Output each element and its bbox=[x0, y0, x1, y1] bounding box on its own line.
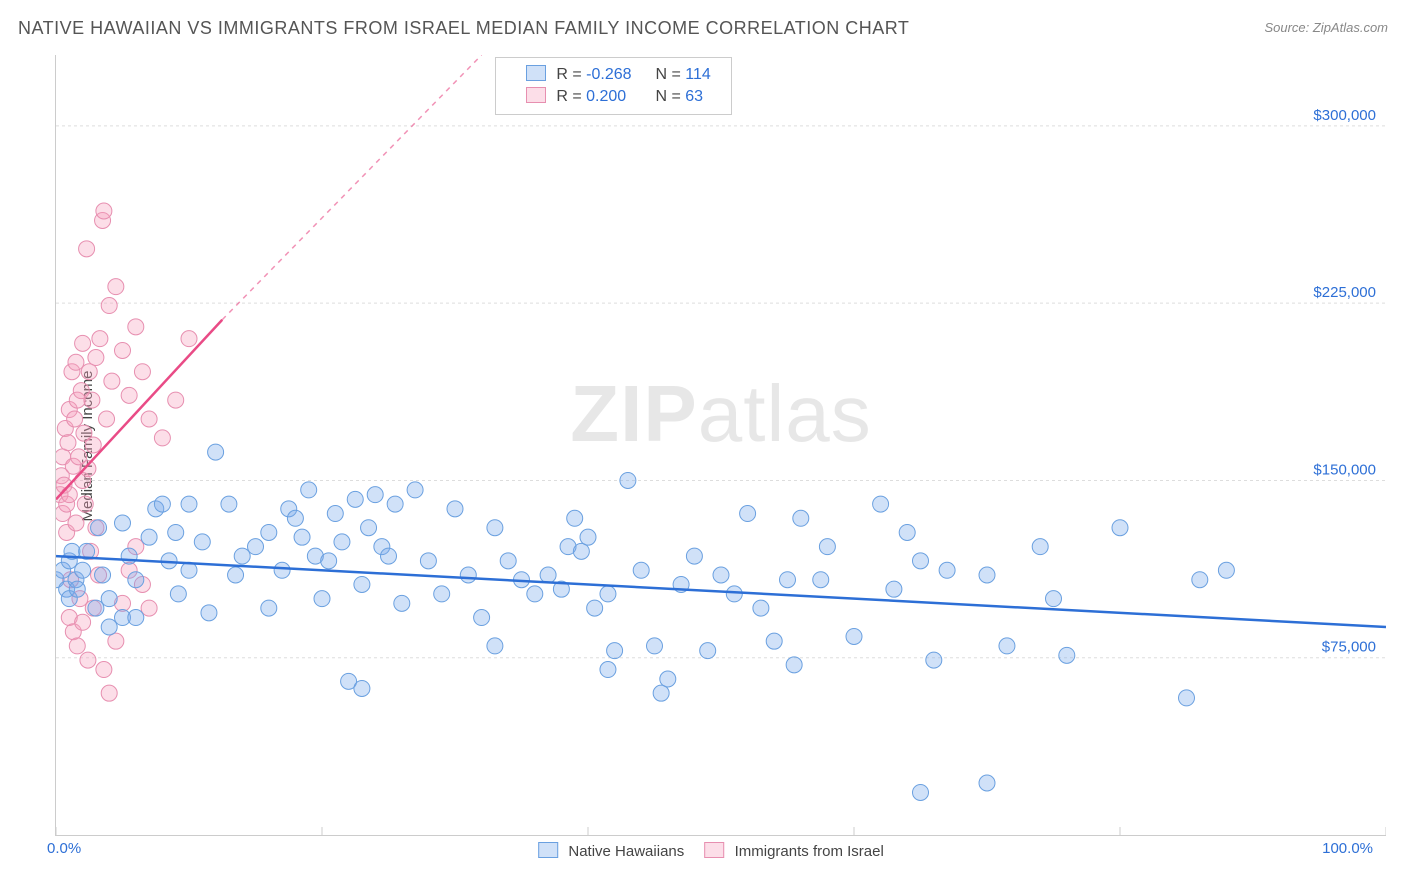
r-label-b: R = bbox=[556, 88, 581, 105]
legend-row-a: R = -0.268 N = 114 bbox=[510, 64, 717, 86]
chart-title: NATIVE HAWAIIAN VS IMMIGRANTS FROM ISRAE… bbox=[18, 18, 909, 38]
x-max-label: 100.0% bbox=[1322, 840, 1373, 857]
r-value-a: -0.268 bbox=[586, 64, 642, 86]
bottom-label-b: Immigrants from Israel bbox=[735, 843, 884, 860]
legend-swatch-a bbox=[526, 65, 546, 81]
r-label-a: R = bbox=[556, 66, 581, 83]
legend-row-b: R = 0.200 N = 63 bbox=[510, 86, 717, 108]
svg-text:$75,000: $75,000 bbox=[1322, 639, 1376, 656]
correlation-legend: R = -0.268 N = 114 R = 0.200 N = 63 bbox=[495, 57, 732, 115]
legend-swatch-b bbox=[526, 87, 546, 103]
svg-text:$150,000: $150,000 bbox=[1313, 461, 1376, 478]
r-value-b: 0.200 bbox=[586, 86, 642, 108]
n-label-b: N = bbox=[655, 88, 680, 105]
x-min-label: 0.0% bbox=[47, 840, 81, 857]
bottom-swatch-a bbox=[538, 842, 558, 858]
n-value-b: 63 bbox=[685, 86, 717, 108]
chart-source: Source: ZipAtlas.com bbox=[1264, 20, 1388, 35]
n-label-a: N = bbox=[655, 66, 680, 83]
bottom-legend: Native Hawaiians Immigrants from Israel bbox=[522, 842, 884, 860]
scatter-svg: $75,000 $150,000 $225,000 $300,000 bbox=[56, 55, 1386, 835]
bottom-label-a: Native Hawaiians bbox=[568, 843, 684, 860]
plot-area: $75,000$150,000$225,000$300,000 ZIPatlas… bbox=[55, 55, 1386, 836]
svg-text:$300,000: $300,000 bbox=[1313, 107, 1376, 124]
svg-text:$225,000: $225,000 bbox=[1313, 284, 1376, 301]
chart-header: NATIVE HAWAIIAN VS IMMIGRANTS FROM ISRAE… bbox=[18, 18, 1388, 48]
bottom-swatch-b bbox=[704, 842, 724, 858]
n-value-a: 114 bbox=[685, 64, 717, 86]
